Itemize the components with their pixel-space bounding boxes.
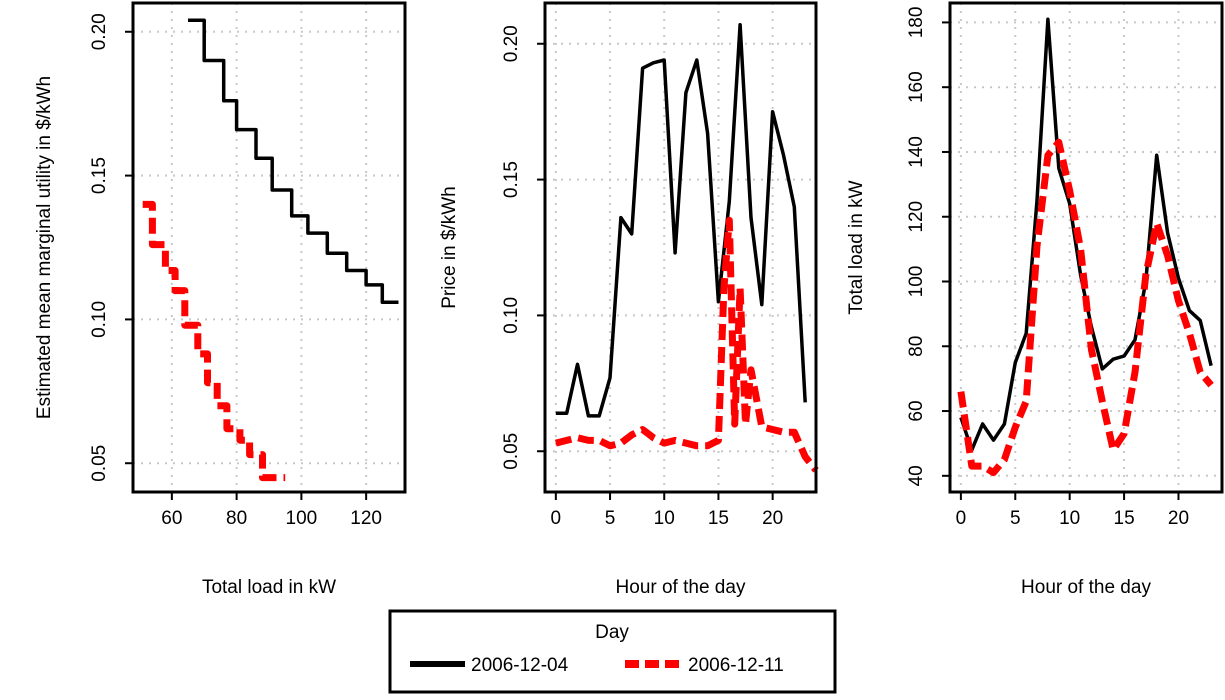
y-tick-label: 0.15: [89, 157, 110, 194]
panel-price: 0 5 10 15 20 0.05 0.10 0.15 0.20 Hour of the day P…: [439, 1, 819, 598]
y-tick-label: 140: [906, 136, 927, 168]
legend-box: [388, 609, 837, 694]
x-axis-label: Hour of the day: [616, 577, 746, 598]
series-line-2006-12-04: [188, 18, 399, 304]
x-tick-label: 0: [956, 508, 967, 529]
plot-frame: [948, 1, 1224, 494]
y-tick-label: 0.05: [89, 445, 110, 482]
x-tick-label: 80: [226, 508, 247, 529]
panel-total-load: 0 5 10 15 20 40 60 80 100 120 140 160 180 Hour of the…: [846, 1, 1224, 598]
legend-title: Day: [595, 622, 629, 643]
series-line-2006-12-04: [555, 22, 807, 418]
y-tick-label: 40: [906, 465, 927, 486]
y-tick-label: 0.10: [501, 297, 522, 334]
legend: Day 2006-12-04 2006-12-11: [388, 609, 837, 694]
y-axis-label: Estimated mean marginal utility in $/kWh: [34, 76, 55, 419]
x-axis-label: Hour of the day: [1021, 577, 1151, 598]
y-tick-label: 180: [906, 7, 927, 39]
y-tick-label: 160: [906, 71, 927, 103]
y-tick-label: 100: [906, 266, 927, 298]
x-tick-label: 15: [1114, 508, 1135, 529]
series-line-2006-12-04: [959, 17, 1213, 452]
y-tick-label: 0.10: [89, 301, 110, 338]
y-tick-label: 0.05: [501, 433, 522, 470]
plot-frame: [131, 1, 407, 494]
y-tick-label: 0.20: [501, 25, 522, 62]
x-axis-label: Total load in kW: [202, 577, 336, 598]
x-tick-label: 0: [551, 508, 562, 529]
series-line-2006-12-11: [957, 138, 1214, 477]
x-tick-label: 20: [1168, 508, 1189, 529]
legend-label-2006-12-04: 2006-12-04: [471, 655, 569, 676]
y-axis-label: Price in $/kWh: [439, 186, 460, 308]
x-tick-label: 5: [605, 508, 616, 529]
plot-frame: [543, 1, 818, 494]
x-tick-label: 120: [350, 508, 382, 529]
x-tick-label: 60: [161, 508, 182, 529]
legend-label-2006-12-11: 2006-12-11: [688, 655, 784, 676]
panel-marginal-utility: 60 80 100 120 0.05 0.10 0.15 0.20 Total load in …: [34, 1, 407, 598]
series-line-2006-12-11: [554, 216, 819, 473]
x-tick-label: 20: [762, 508, 783, 529]
x-tick-label: 15: [708, 508, 729, 529]
x-tick-label: 5: [1010, 508, 1021, 529]
y-tick-label: 0.15: [501, 161, 522, 198]
y-tick-label: 60: [906, 400, 927, 421]
x-tick-label: 10: [654, 508, 675, 529]
y-tick-label: 120: [906, 201, 927, 233]
x-tick-label: 10: [1059, 508, 1080, 529]
x-tick-label: 100: [286, 508, 318, 529]
y-axis-label: Total load in kW: [846, 180, 867, 314]
y-tick-label: 80: [906, 336, 927, 357]
series-line-2006-12-11: [142, 200, 286, 482]
y-tick-label: 0.20: [89, 13, 110, 50]
